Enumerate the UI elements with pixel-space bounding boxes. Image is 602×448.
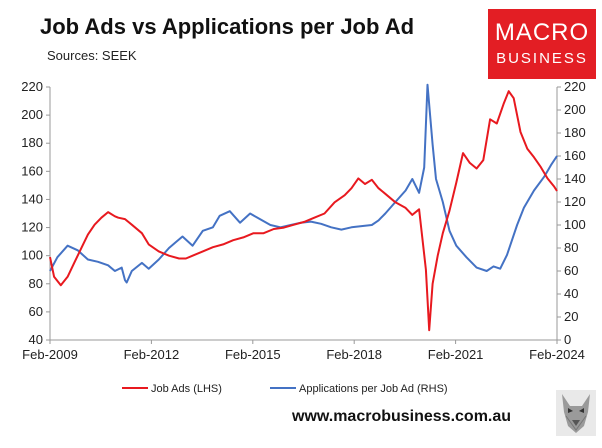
left-tick-label: 120 [21, 220, 43, 235]
right-tick-label: 180 [564, 125, 586, 140]
left-tick-label: 220 [21, 79, 43, 94]
left-tick-label: 80 [29, 276, 43, 291]
footer-url: www.macrobusiness.com.au [292, 408, 512, 425]
wolf-mascot-icon [556, 390, 596, 436]
left-tick-label: 40 [29, 332, 43, 347]
right-tick-label: 80 [564, 240, 578, 255]
applications-line [49, 83, 558, 284]
left-tick-label: 160 [21, 163, 43, 178]
right-tick-label: 20 [564, 309, 578, 324]
macrobusiness-logo: MACRO BUSINESS [488, 9, 596, 79]
logo-line-2: BUSINESS [496, 50, 588, 67]
legend-label-applications: Applications per Job Ad (RHS) [299, 383, 448, 395]
x-tick-label: Feb-2009 [22, 347, 78, 362]
left-tick-label: 140 [21, 191, 43, 206]
right-tick-label: 60 [564, 263, 578, 278]
right-tick-label: 220 [564, 79, 586, 94]
logo-line-1: MACRO [494, 19, 590, 46]
left-tick-label: 200 [21, 107, 43, 122]
x-tick-label: Feb-2024 [529, 347, 585, 362]
left-tick-label: 100 [21, 248, 43, 263]
chart-title: Job Ads vs Applications per Job Ad [40, 14, 415, 39]
chart-subtitle: Sources: SEEK [47, 48, 137, 63]
x-tick-label: Feb-2018 [326, 347, 382, 362]
right-tick-label: 100 [564, 217, 586, 232]
right-tick-label: 40 [564, 286, 578, 301]
x-tick-label: Feb-2021 [428, 347, 484, 362]
right-tick-label: 140 [564, 171, 586, 186]
x-tick-label: Feb-2012 [124, 347, 180, 362]
legend-label-job-ads: Job Ads (LHS) [151, 383, 222, 395]
left-tick-label: 60 [29, 304, 43, 319]
left-tick-label: 180 [21, 135, 43, 150]
x-tick-label: Feb-2015 [225, 347, 281, 362]
right-tick-label: 120 [564, 194, 586, 209]
right-tick-label: 200 [564, 102, 586, 117]
right-tick-label: 0 [564, 332, 571, 347]
job-ads-line [49, 90, 558, 332]
right-tick-label: 160 [564, 148, 586, 163]
